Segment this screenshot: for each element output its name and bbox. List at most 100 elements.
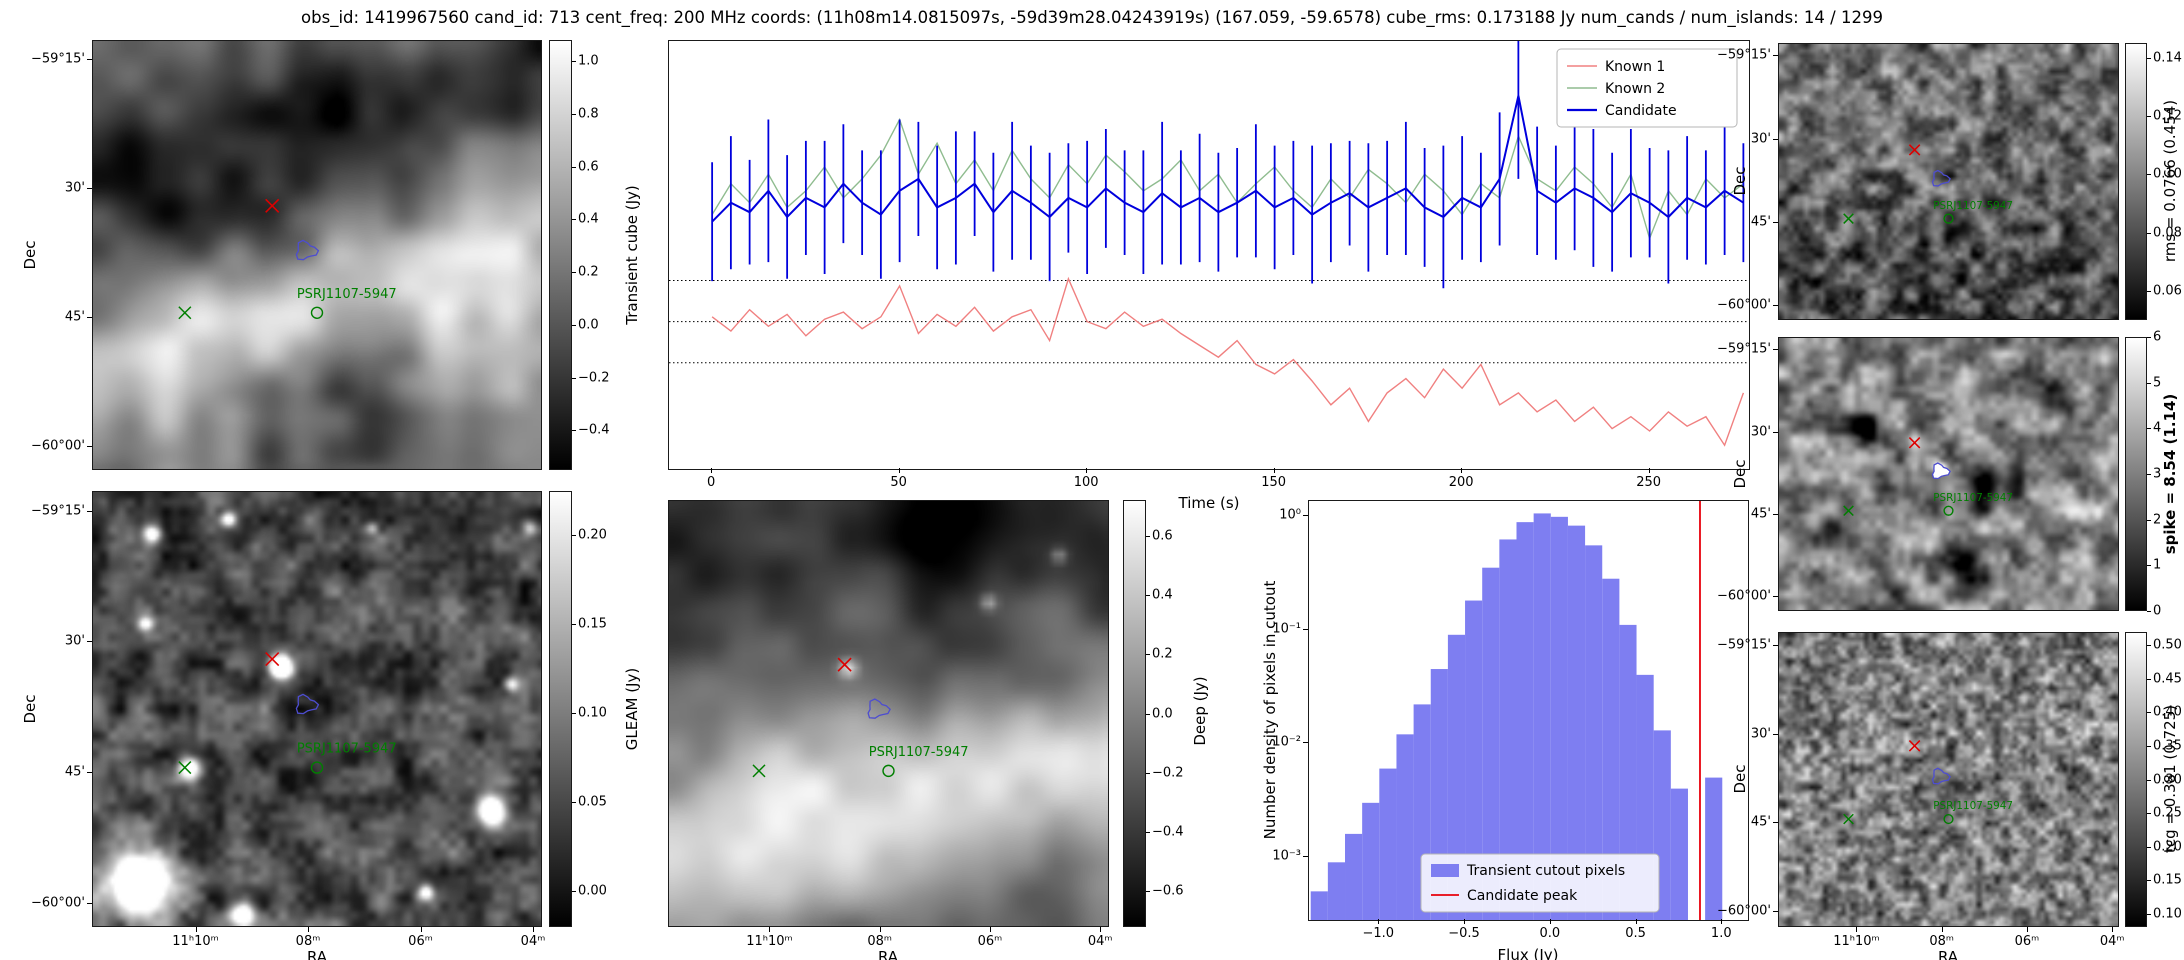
- dec-tick-label: −60°00': [1716, 588, 1771, 604]
- tcg-markers-overlay: PSRJ1107-5947: [1843, 740, 2013, 825]
- histogram-bar: [1619, 624, 1637, 920]
- colorbar-tick-mark: [2147, 779, 2151, 781]
- lightcurve-xtick-mark: [711, 468, 713, 473]
- colorbar-tick-mark: [572, 219, 576, 221]
- lightcurve-xtick-label: 50: [890, 475, 907, 490]
- ra-tick-label: 04ᵐ: [520, 934, 546, 949]
- histogram-ytick-label: 10⁰: [1279, 507, 1301, 523]
- colorbar-tick-label: 0.08: [2153, 225, 2182, 241]
- dec-tick-mark: [87, 510, 92, 512]
- colorbar-tick-mark: [2147, 474, 2151, 475]
- histogram-xtick-mark: [1464, 919, 1466, 924]
- colorbar-tick-label: 0.2: [578, 264, 599, 280]
- colorbar-tick-label: 0.50: [2153, 637, 2182, 653]
- colorbar-tick-label: 0.06: [2153, 283, 2182, 299]
- tcg-cutout-panel: PSRJ1107-5947: [1778, 632, 2119, 927]
- colorbar-tick-mark: [1146, 891, 1150, 893]
- dec-tick-label: 45': [1750, 214, 1771, 230]
- colorbar-tick-label: 3: [2153, 466, 2162, 482]
- ra-tick-label: 06ᵐ: [977, 934, 1003, 949]
- deep-cutout-panel: PSRJ1107-5947: [668, 500, 1109, 927]
- candidate-red-x-marker: [265, 198, 280, 213]
- known1-line: [711, 276, 1745, 447]
- candidate-red-x-marker: [1908, 740, 1921, 752]
- colorbar-tick-label: −0.6: [1152, 883, 1184, 899]
- colorbar-tick-label: 1.0: [578, 53, 599, 69]
- dec-tick-label: 30': [1750, 726, 1771, 742]
- ra-tick-mark: [989, 927, 991, 932]
- colorbar-tick-label: 0.20: [2153, 839, 2182, 855]
- pulsar-name-label: PSRJ1107-5947: [1933, 800, 2013, 812]
- histogram-bar: [1310, 891, 1328, 920]
- colorbar-tick-mark: [2147, 232, 2151, 234]
- dec-tick-mark: [1773, 349, 1778, 351]
- histogram-ytick-label: 10⁻¹: [1272, 621, 1301, 637]
- histogram-xtick-label: −1.0: [1362, 926, 1395, 941]
- transient-colorbar-label: Transient cube (Jy): [623, 185, 641, 325]
- dec-tick-label: 45': [1750, 814, 1771, 830]
- colorbar-tick-label: 0.15: [2153, 872, 2182, 888]
- colorbar-tick-label: 0.20: [578, 527, 607, 543]
- candidate-island-contour: [1931, 462, 1951, 480]
- gleam-colorbar: [549, 491, 572, 927]
- colorbar-tick-label: −0.2: [578, 370, 610, 386]
- ra-tick-label: 08ᵐ: [295, 934, 321, 949]
- dec-tick-label: −59°15': [1716, 341, 1771, 357]
- dec-tick-mark: [1773, 221, 1778, 223]
- ra-tick-label: 04ᵐ: [1087, 934, 1113, 949]
- colorbar-tick-label: 6: [2153, 329, 2162, 345]
- deep-colorbar: [1123, 500, 1146, 927]
- lightcurve-xtick-label: 100: [1073, 475, 1099, 490]
- colorbar-tick-mark: [572, 166, 576, 168]
- colorbar-tick-label: 0.6: [1152, 528, 1173, 544]
- histogram-bar: [1379, 768, 1397, 920]
- candidate-island-contour: [1931, 169, 1951, 187]
- legend-entry-label: Candidate: [1605, 103, 1677, 119]
- ra-tick-mark: [533, 927, 534, 932]
- ra-axis-label: RA: [877, 948, 899, 960]
- histogram-xlabel: Flux (Jy): [1497, 946, 1559, 960]
- ra-tick-label: 04ᵐ: [2099, 934, 2125, 949]
- spike-markers-overlay: PSRJ1107-5947: [1843, 436, 2013, 517]
- pulsar-name-label: PSRJ1107-5947: [1933, 492, 2013, 504]
- dec-tick-label: −59°15': [1716, 637, 1771, 653]
- histogram-bar: [1670, 788, 1688, 920]
- dec-tick-mark: [1773, 513, 1778, 515]
- colorbar-tick-label: 0.12: [2153, 108, 2182, 124]
- known2-line: [711, 117, 1744, 241]
- colorbar-tick-label: 0.05: [578, 794, 607, 810]
- colorbar-tick-label: 2: [2153, 512, 2162, 528]
- colorbar-tick-mark: [1146, 772, 1150, 774]
- dec-tick-mark: [1773, 595, 1778, 597]
- lightcurve-xtick-mark: [1086, 468, 1088, 473]
- colorbar-tick-mark: [2147, 382, 2151, 384]
- ra-tick-mark: [1941, 927, 1943, 932]
- dec-tick-label: −59°15': [30, 51, 85, 67]
- gleam-colorbar-label: GLEAM (Jy): [623, 667, 641, 751]
- histogram-bar: [1533, 513, 1551, 920]
- known-source-green-x-marker: [178, 306, 192, 320]
- colorbar-tick-mark: [2147, 337, 2151, 338]
- colorbar-tick-label: 0.0: [578, 317, 599, 333]
- candidate-red-x-marker: [1908, 144, 1921, 156]
- spike-cutout-panel: PSRJ1107-5947: [1778, 337, 2119, 611]
- histogram-bar: [1585, 545, 1603, 920]
- known-source-green-x-marker: [1843, 213, 1854, 224]
- dec-tick-label: 30': [1750, 131, 1771, 147]
- colorbar-tick-mark: [1146, 654, 1150, 656]
- candidate-red-x-marker: [837, 657, 852, 672]
- histogram-xtick-label: 0.5: [1625, 926, 1646, 941]
- ra-tick-label: 11ʰ10ᵐ: [1833, 934, 1880, 949]
- gleam-cutout-image: [93, 492, 541, 926]
- dec-axis-label: Dec: [1731, 459, 1749, 489]
- dec-tick-label: −59°15': [1716, 47, 1771, 63]
- known-source-green-x-marker: [1843, 505, 1854, 517]
- pulsar-circle-marker: [1943, 213, 1954, 224]
- dec-tick-label: −60°00': [30, 895, 85, 911]
- pulsar-circle-marker: [1943, 505, 1954, 516]
- colorbar-tick-label: 0.2: [1152, 646, 1173, 662]
- colorbar-tick-label: 0: [2153, 603, 2162, 619]
- dec-axis-label: Dec: [1731, 166, 1749, 196]
- legend-entry-label: Candidate peak: [1467, 888, 1578, 904]
- dec-tick-mark: [87, 903, 92, 905]
